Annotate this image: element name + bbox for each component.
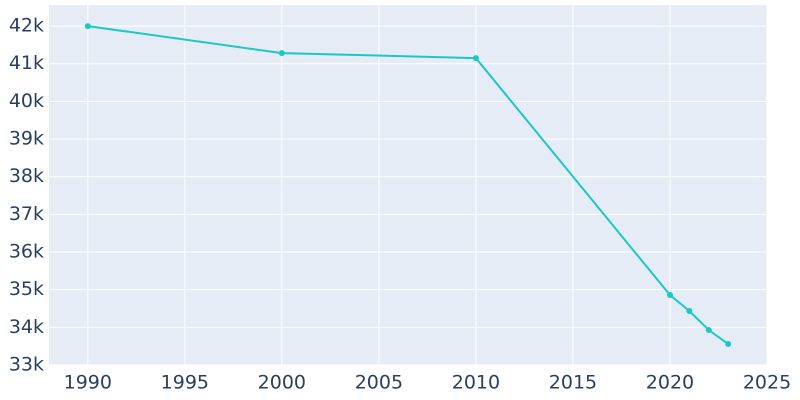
y-tick-label: 34k <box>9 316 44 338</box>
point <box>278 50 285 57</box>
x-tick-label: 2025 <box>743 372 791 394</box>
y-tick-label: 41k <box>9 52 44 74</box>
y-tick-label: 39k <box>9 128 44 150</box>
y-tick-label: 40k <box>9 90 44 112</box>
point <box>472 55 479 62</box>
point <box>686 308 693 315</box>
plot-area <box>49 5 767 365</box>
y-tick-label: 36k <box>9 241 44 263</box>
x-tick-label: 1995 <box>161 372 209 394</box>
point <box>725 341 732 348</box>
y-tick-label: 33k <box>9 354 44 376</box>
y-tick-label: 42k <box>9 15 44 37</box>
y-tick-label: 35k <box>9 278 44 300</box>
point <box>705 327 712 334</box>
point <box>84 23 91 30</box>
x-tick-label: 2020 <box>646 372 694 394</box>
point <box>666 292 673 299</box>
x-tick-label: 2000 <box>258 372 306 394</box>
x-tick-label: 2005 <box>355 372 403 394</box>
y-tick-label: 38k <box>9 165 44 187</box>
x-tick-label: 2010 <box>452 372 500 394</box>
x-tick-label: 1990 <box>64 372 112 394</box>
x-tick-label: 2015 <box>549 372 597 394</box>
y-tick-label: 37k <box>9 203 44 225</box>
